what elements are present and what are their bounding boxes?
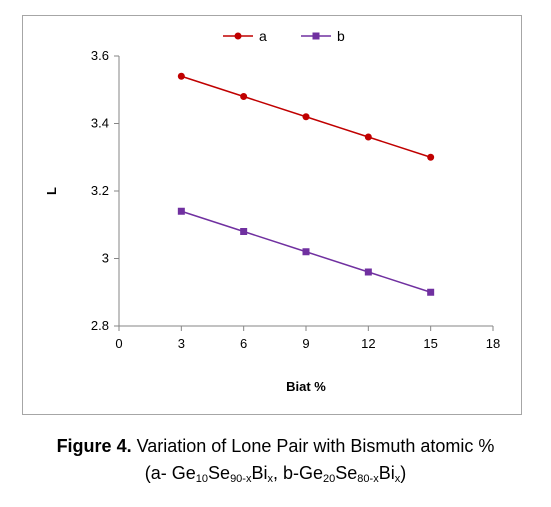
data-point-a [302,113,310,121]
data-point-b [302,248,310,256]
data-point-b [240,228,248,235]
data-point-a [240,93,248,100]
data-point-b [364,268,372,276]
data-point-b [427,288,435,296]
legend-label-b: b [337,28,345,44]
y-tick-label: 3.4 [91,116,109,131]
caption-sub: x [267,473,273,485]
legend-label-a: a [259,28,267,44]
caption-close: ) [400,463,407,483]
data-point-a [364,133,372,141]
y-tick-label: 3.2 [91,183,109,198]
caption-element: Se [208,463,231,483]
series-marks [177,72,435,296]
data-point-a [427,153,435,161]
y-axis-title: L [44,187,59,195]
x-axis-title: Biat % [286,379,326,394]
axes: 2.8 3 3.2 3.4 3.6 0 3 6 9 12 15 18 Biat % L [44,48,500,394]
caption-sub: 90-x [230,473,252,485]
y-tick-label: 3.6 [91,48,109,63]
caption-sub: 80-x [357,473,379,485]
caption-element: Bi [251,463,268,483]
y-tick-label: 3 [102,251,109,266]
x-tick-label: 9 [302,336,309,351]
x-tick-label: 0 [115,336,122,351]
caption-text: Variation of Lone Pair with Bismuth atom… [131,436,495,456]
y-tick-label: 2.8 [91,318,109,333]
caption-sub: 10 [195,473,209,485]
caption-mid: , b-Ge [272,463,324,483]
legend-marker-b [312,32,320,40]
caption-line-1: Figure 4. Variation of Lone Pair with Bi… [0,433,551,460]
legend-marker-a [234,32,242,40]
caption-open: (a- Ge [144,463,196,483]
caption-label: Figure 4. [56,436,132,456]
caption-sub: 20 [323,473,336,485]
caption-line-2: (a- Ge10Se90-xBix, b-Ge20Se80-xBix) [0,460,551,487]
x-tick-label: 18 [486,336,500,351]
data-point-b [177,207,185,215]
x-tick-label: 3 [178,336,185,351]
x-tick-label: 6 [240,336,247,351]
figure-caption: Figure 4. Variation of Lone Pair with Bi… [0,433,551,487]
caption-element: Se [335,463,358,483]
caption-element: Bi [378,463,395,483]
x-tick-label: 15 [423,336,437,351]
x-tick-label: 12 [361,336,375,351]
data-point-a [177,72,185,80]
caption-sub: x [394,473,401,485]
